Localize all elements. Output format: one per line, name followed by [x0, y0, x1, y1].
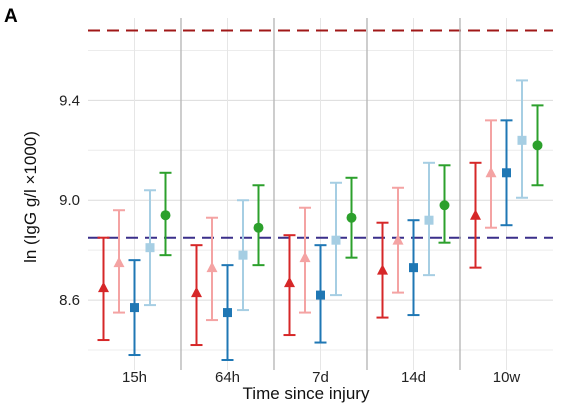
x-tick-label: 7d	[312, 369, 329, 386]
series-2	[113, 119, 497, 322]
data-point	[346, 212, 357, 223]
data-point	[206, 261, 218, 273]
x-tick-label: 64h	[215, 369, 240, 386]
data-point	[316, 290, 325, 300]
data-point	[191, 286, 202, 298]
series-1	[97, 161, 482, 347]
category-separators	[180, 18, 461, 370]
data-point	[160, 210, 171, 221]
data-point	[377, 264, 388, 275]
data-point	[284, 276, 295, 288]
data-point	[145, 243, 155, 253]
data-series	[97, 79, 544, 362]
data-point	[98, 281, 109, 293]
data-point	[409, 263, 418, 273]
data-point	[238, 250, 248, 260]
series-4	[144, 79, 528, 312]
series-5	[159, 104, 544, 267]
data-point	[424, 215, 434, 225]
y-tick-labels: 8.6 9.0 9.4	[59, 92, 80, 309]
y-axis-title: ln (IgG g/l ×1000)	[21, 131, 40, 263]
data-point	[392, 234, 404, 245]
data-point	[331, 235, 341, 245]
data-point	[299, 251, 311, 263]
data-point	[253, 222, 264, 233]
x-tick-label: 15h	[122, 369, 147, 386]
x-tick-label: 14d	[401, 369, 426, 386]
data-point	[223, 308, 232, 318]
data-point	[470, 209, 481, 220]
data-point	[532, 140, 543, 151]
x-tick-labels: 15h 64h 7d 14d 10w	[122, 369, 520, 386]
series-3	[128, 119, 513, 362]
y-tick-label: 9.4	[59, 92, 80, 109]
y-tick-label: 8.6	[59, 292, 80, 309]
data-point	[485, 166, 497, 178]
data-point	[517, 135, 527, 145]
data-point	[439, 200, 450, 211]
data-point	[113, 256, 125, 268]
y-tick-label: 9.0	[59, 192, 80, 209]
x-tick-label: 10w	[493, 369, 521, 386]
panel-label: A	[4, 6, 18, 27]
x-axis-title: Time since injury	[243, 384, 370, 403]
data-point	[502, 168, 511, 178]
data-point	[130, 303, 139, 313]
